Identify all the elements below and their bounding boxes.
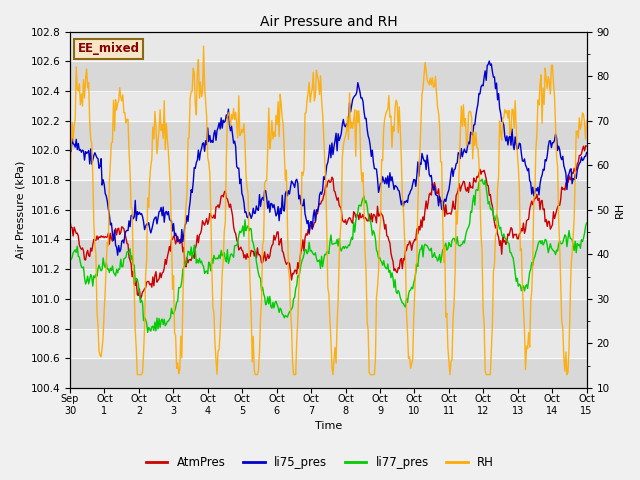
- Legend: AtmPres, li75_pres, li77_pres, RH: AtmPres, li75_pres, li77_pres, RH: [141, 452, 499, 474]
- Bar: [70, 150, 587, 180]
- Bar: [70, 269, 587, 299]
- Bar: [70, 61, 587, 91]
- Bar: [70, 120, 587, 150]
- Bar: [70, 299, 587, 329]
- Bar: [70, 32, 587, 61]
- Bar: [70, 240, 587, 269]
- Bar: [70, 358, 587, 388]
- Bar: [70, 329, 587, 358]
- X-axis label: Time: Time: [315, 421, 342, 432]
- Bar: [70, 91, 587, 120]
- Y-axis label: Air Pressure (kPa): Air Pressure (kPa): [15, 161, 25, 259]
- Title: Air Pressure and RH: Air Pressure and RH: [259, 15, 397, 29]
- Bar: [70, 180, 587, 210]
- Y-axis label: RH: RH: [615, 202, 625, 218]
- Text: EE_mixed: EE_mixed: [78, 42, 140, 55]
- Bar: [70, 210, 587, 240]
